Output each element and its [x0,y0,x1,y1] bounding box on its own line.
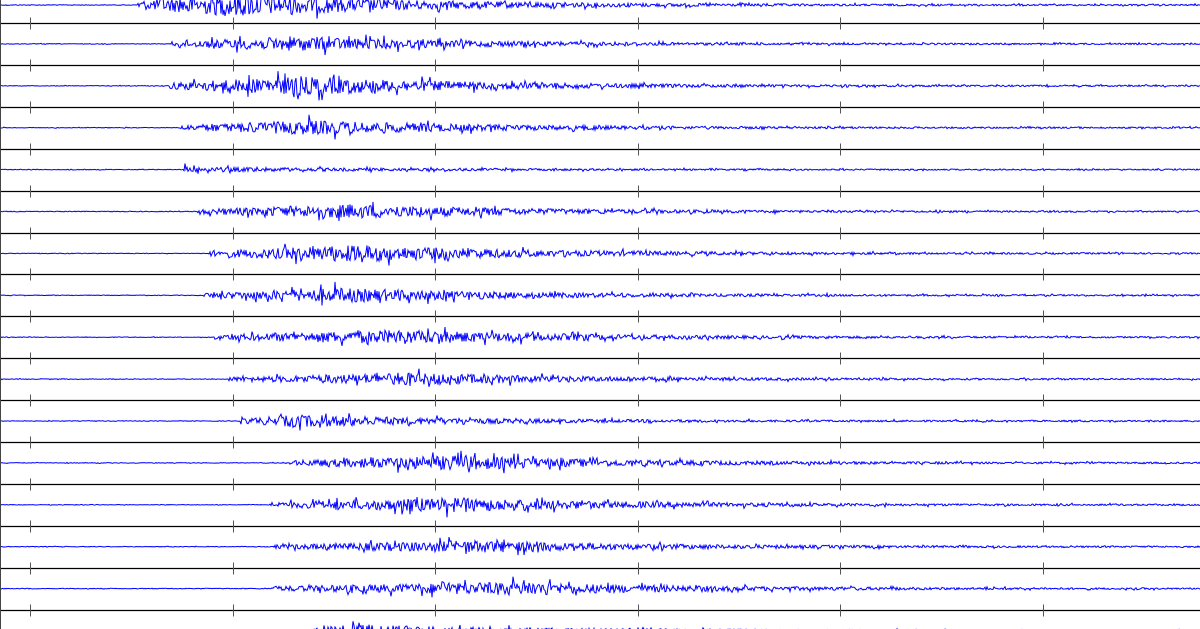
seismic-trace-14 [0,537,1200,555]
seismic-trace-9 [0,327,1200,346]
seismic-trace-3 [0,71,1200,100]
seismic-trace-6 [0,202,1200,221]
seismic-trace-10 [0,369,1200,387]
seismic-trace-2 [0,35,1200,55]
seismogram-plot [0,0,1200,629]
seismic-trace-13 [0,497,1200,517]
seismic-trace-16 [0,621,1200,629]
seismic-trace-1 [0,0,1200,19]
seismic-trace-4 [0,115,1200,140]
seismic-trace-11 [0,413,1200,430]
traces [0,0,1200,629]
seismic-trace-5 [0,164,1200,174]
seismic-trace-7 [0,244,1200,266]
trace-dividers [0,18,1200,617]
seismic-trace-15 [0,577,1200,598]
seismic-trace-12 [0,451,1200,473]
seismic-trace-8 [0,282,1200,306]
